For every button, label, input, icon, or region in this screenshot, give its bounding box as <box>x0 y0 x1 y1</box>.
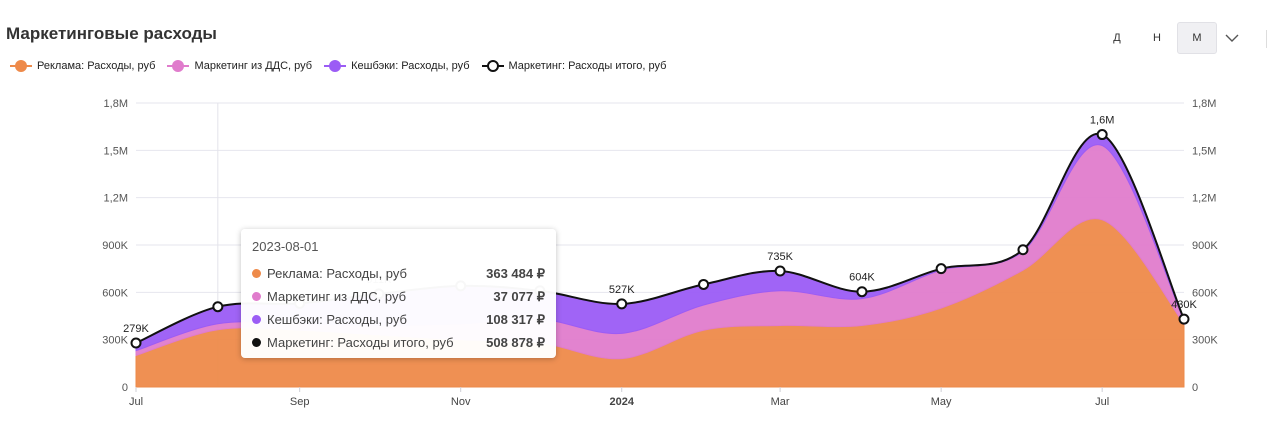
y-tick-label-right: 300K <box>1192 335 1218 347</box>
y-tick-label-left: 900K <box>102 240 128 252</box>
legend-item-cashback[interactable]: Кешбэки: Расходы, руб <box>324 60 470 72</box>
x-tick-label: May <box>931 396 952 408</box>
point-value-label: 735K <box>767 251 793 263</box>
y-tick-label-right: 900K <box>1192 240 1218 252</box>
legend-label: Маркетинг из ДДС, руб <box>194 60 313 72</box>
x-tick-label: Sep <box>290 396 310 408</box>
series-dot-icon <box>252 269 261 278</box>
tooltip-row: Кешбэки: Расходы, руб 108 317 ₽ <box>252 308 545 331</box>
chart-legend: Реклама: Расходы, руб Маркетинг из ДДС, … <box>10 60 678 72</box>
period-month-button[interactable]: М <box>1177 22 1217 54</box>
x-tick-label: Jul <box>129 396 143 408</box>
legend-item-ads[interactable]: Реклама: Расходы, руб <box>10 60 155 72</box>
divider <box>1266 30 1267 48</box>
tooltip-row: Маркетинг из ДДС, руб 37 077 ₽ <box>252 285 545 308</box>
tooltip-date: 2023-08-01 <box>252 239 319 254</box>
total-point <box>1017 244 1029 256</box>
y-tick-label-right: 600K <box>1192 287 1218 299</box>
legend-label: Кешбэки: Расходы, руб <box>351 60 470 72</box>
period-week-button[interactable]: Н <box>1153 32 1161 44</box>
legend-item-dds[interactable]: Маркетинг из ДДС, руб <box>167 60 312 72</box>
total-point <box>698 278 710 290</box>
legend-marker-icon <box>10 60 32 72</box>
tooltip-series-value: 108 317 ₽ <box>486 311 545 327</box>
legend-marker-icon <box>481 60 504 72</box>
point-value-label: 279K <box>123 323 149 335</box>
legend-label: Маркетинг: Расходы итого, руб <box>508 60 667 72</box>
y-tick-label-left: 300K <box>102 335 128 347</box>
series-dot-icon <box>252 338 261 347</box>
tooltip-series-value: 363 484 ₽ <box>486 265 545 281</box>
y-tick-label-right: 0 <box>1192 382 1198 394</box>
x-tick-label: Mar <box>771 396 790 408</box>
total-point <box>935 263 947 275</box>
series-dot-icon <box>252 315 261 324</box>
y-tick-label-left: 0 <box>122 382 128 394</box>
tooltip-row: Маркетинг: Расходы итого, руб 508 878 ₽ <box>252 331 545 354</box>
total-point <box>212 301 224 313</box>
y-tick-label-left: 1,5M <box>104 145 128 157</box>
tooltip-series-name: Реклама: Расходы, руб <box>267 266 407 281</box>
y-tick-label-left: 1,8M <box>104 98 128 110</box>
point-value-label: 527K <box>609 284 635 296</box>
x-tick-label: Nov <box>451 396 471 408</box>
total-point <box>856 286 868 298</box>
chart-title: Маркетинговые расходы <box>6 24 217 43</box>
period-switch: Д Н М <box>1097 22 1247 54</box>
legend-item-total[interactable]: Маркетинг: Расходы итого, руб <box>481 60 667 72</box>
x-tick-label: Jul <box>1095 396 1109 408</box>
legend-marker-icon <box>324 60 347 72</box>
legend-marker-icon <box>167 60 190 72</box>
tooltip-series-name: Маркетинг из ДДС, руб <box>267 289 407 304</box>
tooltip-series-name: Маркетинг: Расходы итого, руб <box>267 335 454 350</box>
total-point <box>130 337 142 349</box>
y-tick-label-left: 1,2M <box>104 193 128 205</box>
point-value-label: 604K <box>849 272 875 284</box>
point-value-label: 1,6M <box>1090 115 1114 127</box>
series-dot-icon <box>252 292 261 301</box>
y-tick-label-right: 1,5M <box>1192 145 1216 157</box>
total-point <box>1096 129 1108 141</box>
total-point <box>616 298 628 310</box>
tooltip-series-value: 37 077 ₽ <box>493 288 545 304</box>
legend-label: Реклама: Расходы, руб <box>37 60 156 72</box>
total-point <box>1178 313 1190 325</box>
chart-tooltip: 2023-08-01 Реклама: Расходы, руб 363 484… <box>241 229 556 358</box>
chevron-down-icon[interactable] <box>1217 22 1247 54</box>
tooltip-series-value: 508 878 ₽ <box>486 334 545 350</box>
point-value-label: 430K <box>1171 299 1197 311</box>
y-tick-label-left: 600K <box>102 287 128 299</box>
y-tick-label-right: 1,2M <box>1192 193 1216 205</box>
period-day-button[interactable]: Д <box>1113 32 1121 44</box>
tooltip-series-name: Кешбэки: Расходы, руб <box>267 312 407 327</box>
y-tick-label-right: 1,8M <box>1192 98 1216 110</box>
tooltip-row: Реклама: Расходы, руб 363 484 ₽ <box>252 262 545 285</box>
x-tick-label: 2024 <box>609 396 634 408</box>
total-point <box>774 265 786 277</box>
